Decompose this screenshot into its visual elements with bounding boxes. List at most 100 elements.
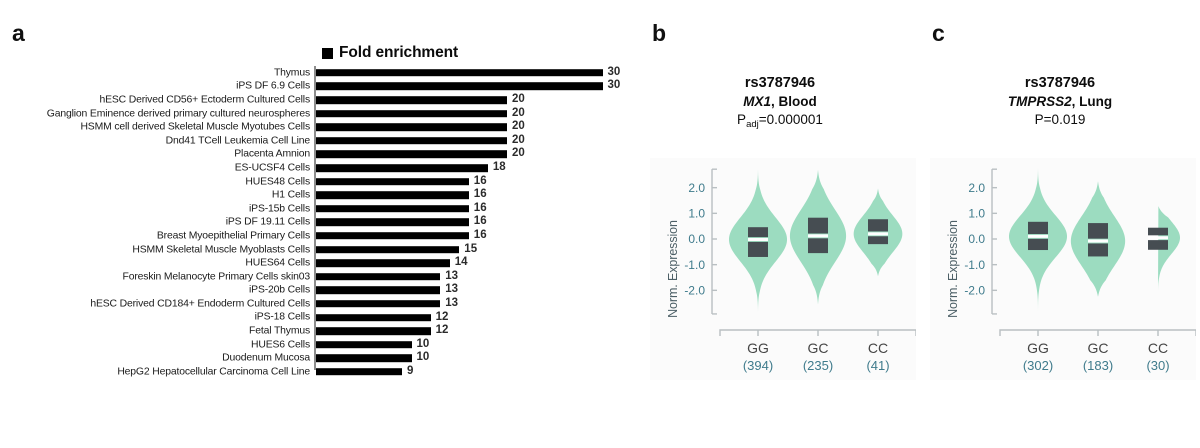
bar-category-label: Fetal Thymus: [249, 325, 310, 337]
violin-category-count: (302): [1023, 358, 1053, 373]
panel-b-violin-svg: 2.0 1.0 0.0 -1.0 -2.0 GG (394) GC (235) CC (41): [684, 168, 916, 373]
panel-c-gene: TMPRSS2: [1007, 94, 1072, 110]
bar-value-label: 30: [607, 66, 621, 79]
bar-category-label: HUES48 Cells: [245, 176, 310, 188]
bar-row: HSMM cell derived Skeletal Muscle Myotub…: [0, 120, 640, 134]
violin-y-tick-label: 1.0: [968, 207, 985, 221]
bar-row: Duodenum Mucosa 10: [0, 351, 640, 365]
bar-track: 20: [316, 93, 525, 107]
bar-fill: [316, 368, 402, 376]
bar-value-label: 18: [492, 161, 506, 174]
bar-value-label: 14: [454, 256, 468, 269]
violin-category-label: GG: [747, 340, 769, 356]
violin-category-count: (30): [1146, 358, 1169, 373]
violin-y-tick-label: -2.0: [684, 284, 705, 298]
bar-value-label: 13: [445, 297, 458, 310]
bar-track: 14: [316, 256, 467, 270]
bar-category-label: ES-UCSF4 Cells: [234, 162, 310, 174]
bar-category-label: Placenta Amnion: [234, 148, 310, 160]
violin-box-upper: [808, 217, 828, 234]
bar-track: 15: [316, 243, 477, 257]
bar-row: Foreskin Melanocyte Primary Cells skin03…: [0, 270, 640, 284]
violin-y-axis-spine: [991, 168, 997, 315]
bar-value-label: 16: [473, 174, 487, 187]
bar-value-label: 15: [464, 242, 478, 255]
violin-box-lower: [868, 236, 888, 245]
violin-body: [1070, 181, 1126, 297]
bar-fill: [316, 204, 469, 213]
bar-track: 20: [316, 120, 525, 134]
bar-fill: [316, 150, 507, 159]
bar-category-label: HepG2 Hepatocellular Carcinoma Cell Line: [117, 366, 310, 378]
bar-category-label: Thymus: [273, 67, 310, 79]
bar-category-label: iPS DF 6.9 Cells: [236, 80, 310, 92]
bar-track: 12: [316, 324, 448, 338]
bar-track: 13: [316, 270, 458, 284]
bar-value-label: 10: [416, 351, 430, 364]
bar-fill: [316, 191, 469, 199]
bar-track: 13: [316, 284, 458, 298]
violin-box-upper: [1088, 223, 1108, 239]
bar-value-label: 13: [445, 283, 458, 296]
bar-track: 10: [316, 351, 429, 365]
bar-value-label: 20: [512, 147, 525, 160]
panel-c-title-block: rs3787946 TMPRSS2, Lung P=0.019: [920, 74, 1200, 129]
bar-category-label: iPS-20b Cells: [249, 284, 310, 296]
bar-fill: [316, 327, 431, 335]
panel-label-a: a: [12, 20, 25, 46]
bar-category-label: iPS-18 Cells: [254, 311, 311, 323]
bar-value-label: 12: [435, 310, 449, 323]
bar-track: 16: [316, 175, 487, 189]
bar-value-label: 20: [512, 93, 525, 106]
panel-c-rsid: rs3787946: [1024, 75, 1096, 91]
bar-category-label: HSMM cell derived Skeletal Muscle Myotub…: [80, 121, 310, 133]
bar-rows-container: Thymus 30 iPS DF 6.9 Cells 30 hESC Derived C…: [0, 66, 640, 379]
bar-track: 10: [316, 338, 429, 352]
bar-value-label: 20: [512, 106, 525, 119]
bar-track: 30: [316, 66, 620, 80]
bar-row: Breast Myoepithelial Primary Cells 16: [0, 229, 640, 243]
bar-row: HUES48 Cells 16: [0, 175, 640, 189]
bar-row: ES-UCSF4 Cells 18: [0, 161, 640, 175]
bar-value-label: 16: [473, 188, 487, 201]
violin-y-tick-label: 1.0: [688, 207, 705, 221]
bar-fill: [316, 109, 507, 118]
bar-fill: [316, 245, 460, 254]
bar-row: Dnd41 TCell Leukemia Cell Line 20: [0, 134, 640, 148]
violin-y-tick-label: 0.0: [968, 232, 985, 246]
bar-row: iPS-15b Cells 16: [0, 202, 640, 216]
bar-fill: [316, 272, 441, 281]
bar-category-label: hESC Derived CD184+ Endoderm Cultured Ce…: [90, 298, 310, 310]
bar-row: H1 Cells 16: [0, 188, 640, 202]
bar-track: 20: [316, 107, 525, 121]
bar-fill: [316, 259, 450, 267]
bar-track: 16: [316, 188, 487, 202]
bar-value-label: 10: [416, 337, 430, 350]
violin-box-upper: [1028, 221, 1048, 235]
violin-y-tick-label: 2.0: [688, 181, 705, 195]
violin-y-tick-label: -1.0: [684, 258, 705, 272]
bar-fill: [316, 218, 469, 227]
panel-b-violin-mx1: rs3787946 MX1, Blood Padj=0.000001 Norm.…: [640, 36, 920, 386]
violin-category-label: GC: [808, 340, 829, 356]
bar-category-label: Dnd41 TCell Leukemia Cell Line: [165, 135, 310, 147]
bar-row: HSMM Skeletal Muscle Myoblasts Cells 15: [0, 243, 640, 257]
bar-category-label: Breast Myoepithelial Primary Cells: [156, 230, 310, 242]
violin-y-axis-spine: [711, 168, 717, 315]
bar-track: 20: [316, 148, 525, 162]
bar-fill: [316, 232, 469, 240]
panel-b-plot-area: Norm. Expression 2.0 1.0 0.0 -1.0 -2.0 GG (394…: [650, 158, 916, 380]
violin-box-lower: [1148, 240, 1168, 250]
panel-b-title-block: rs3787946 MX1, Blood Padj=0.000001: [640, 74, 920, 130]
violin-category-count: (235): [803, 358, 833, 373]
legend-swatch-icon: [322, 47, 333, 59]
bar-value-label: 30: [607, 79, 621, 92]
bar-row: HepG2 Hepatocellular Carcinoma Cell Line…: [0, 365, 640, 379]
bar-value-label: 16: [473, 201, 487, 214]
legend-label: Fold enrichment: [339, 44, 459, 61]
violin-box-lower: [1088, 243, 1108, 257]
bar-row: iPS DF 19.11 Cells 16: [0, 216, 640, 230]
violin-y-tick-label: 0.0: [688, 232, 705, 246]
bar-track: 16: [316, 202, 487, 216]
violin-category-count: (41): [866, 358, 889, 373]
